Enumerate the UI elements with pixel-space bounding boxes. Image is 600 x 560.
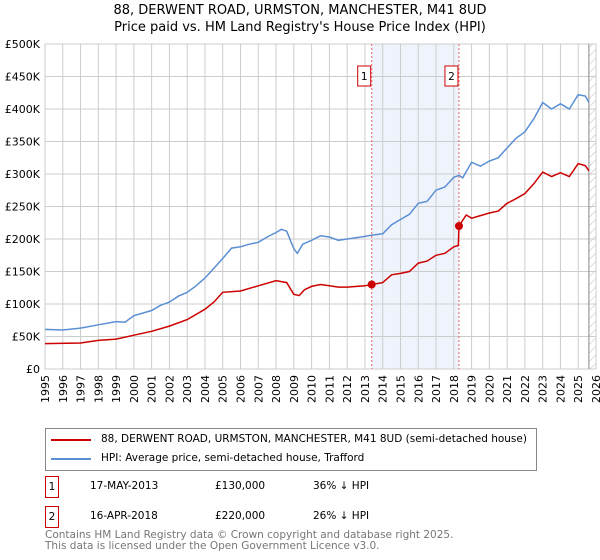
x-tick-label: 2011 <box>323 375 336 403</box>
footer: Contains HM Land Registry data © Crown c… <box>45 530 453 552</box>
sale-label-box <box>357 65 372 87</box>
hpi-series-line <box>44 93 590 331</box>
y-tick-label: £400K <box>5 103 41 116</box>
legend-red-line-swatch <box>51 439 91 441</box>
x-tick-label: 2012 <box>341 375 354 403</box>
sale-point <box>367 280 376 289</box>
transaction-row: 1 17-MAY-2013 £130,000 36% ↓ HPI <box>45 476 545 498</box>
transaction-date: 16-APR-2018 <box>90 510 158 522</box>
legend-property-label: 88, DERWENT ROAD, URMSTON, MANCHESTER, M… <box>101 433 527 445</box>
x-tick-label: 2006 <box>235 375 248 403</box>
x-tick-label: 2013 <box>359 375 372 403</box>
y-tick-label: £450K <box>5 71 41 84</box>
x-tick-label: 1995 <box>39 375 52 403</box>
x-tick-label: 2010 <box>306 375 319 403</box>
x-tick-label: 2007 <box>252 375 265 403</box>
x-tick-label: 2017 <box>430 375 443 403</box>
y-tick-label: £200K <box>5 233 41 246</box>
transaction-price: £220,000 <box>215 510 266 522</box>
x-tick-label: 2008 <box>270 375 283 403</box>
x-tick-label: 2023 <box>537 375 550 403</box>
y-tick-label: £300K <box>5 168 41 181</box>
x-tick-label: 2002 <box>163 375 176 403</box>
line-chart: 1995 1996 1997 1998 1999 2000 2001 2002 2003 2004… <box>5 38 600 403</box>
x-tick-label: 2004 <box>199 375 212 403</box>
chart-subtitle: Price paid vs. HM Land Registry's House … <box>114 20 486 35</box>
sale-point <box>454 222 463 230</box>
transaction-hpi: 26% ↓ HPI <box>313 510 370 522</box>
footer-copyright: Contains HM Land Registry data © Crown c… <box>45 529 454 541</box>
transaction-badge: 1 <box>45 476 59 498</box>
x-tick-label: 1999 <box>110 375 123 403</box>
x-tick-label: 2019 <box>466 375 479 403</box>
x-tick-label: 2020 <box>483 375 496 403</box>
x-tick-label: 1998 <box>92 375 105 403</box>
sale-label-box <box>444 65 459 87</box>
y-tick-label: £0 <box>26 363 40 376</box>
x-tick-label: 2018 <box>448 375 461 403</box>
x-tick-label: 2009 <box>288 375 301 403</box>
x-tick-label: 1996 <box>57 375 70 403</box>
x-tick-label: 2001 <box>146 375 159 403</box>
y-tick-label: £50K <box>12 331 41 344</box>
y-tick-label: £250K <box>5 201 41 214</box>
legend-hpi-line-swatch <box>51 458 91 460</box>
x-tick-label: 2016 <box>412 375 425 403</box>
y-tick-label: £500K <box>5 38 41 51</box>
transaction-hpi: 36% ↓ HPI <box>313 480 370 492</box>
x-tick-label: 1997 <box>75 375 88 403</box>
x-tick-label: 2014 <box>377 375 390 403</box>
x-tick-label: 2026 <box>590 375 600 403</box>
x-tick-label: 2000 <box>128 375 141 403</box>
transaction-date: 17-MAY-2013 <box>90 480 159 492</box>
transaction-badge: 2 <box>45 506 59 528</box>
y-tick-label: £100K <box>5 298 41 311</box>
y-tick-label: £150K <box>5 266 41 279</box>
sale-label: 1 <box>361 71 368 83</box>
x-tick-label: 2021 <box>501 375 514 403</box>
sale-label: 2 <box>448 71 455 83</box>
x-tick-label: 2022 <box>519 375 532 403</box>
transaction-row: 2 16-APR-2018 £220,000 26% ↓ HPI <box>45 506 545 528</box>
x-tick-label: 2003 <box>181 375 194 403</box>
x-tick-label: 2015 <box>394 375 407 403</box>
legend-hpi-label: HPI: Average price, semi-detached house,… <box>101 452 365 464</box>
chart-title: 88, DERWENT ROAD, URMSTON, MANCHESTER, M… <box>113 3 487 18</box>
footer-licence: This data is licensed under the Open Gov… <box>45 540 380 552</box>
x-tick-label: 2005 <box>217 375 230 403</box>
legend: 88, DERWENT ROAD, URMSTON, MANCHESTER, M… <box>45 428 537 471</box>
transaction-price: £130,000 <box>215 480 266 492</box>
property-series-line <box>44 162 590 345</box>
x-tick-label: 2025 <box>572 375 585 403</box>
y-tick-label: £350K <box>5 136 41 149</box>
x-tick-label: 2024 <box>554 375 567 403</box>
